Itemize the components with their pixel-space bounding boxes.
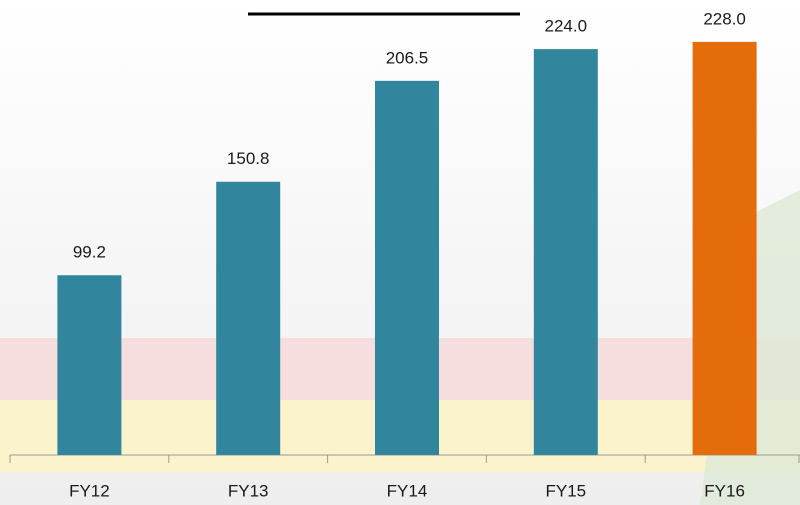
x-tick-label: FY16	[704, 481, 745, 500]
data-label: 224.0	[545, 17, 588, 36]
x-tick-label: FY12	[69, 481, 110, 500]
bar	[57, 275, 122, 455]
data-label: 150.8	[227, 149, 270, 168]
bar	[216, 181, 281, 455]
bar	[533, 49, 598, 455]
x-tick-label: FY13	[228, 481, 269, 500]
plot-area: FY12 99.2 FY13 150.8 FY14 206.5 FY15 224.0 FY16 2…	[9, 9, 800, 500]
data-label: 206.5	[386, 48, 429, 67]
bar	[692, 41, 757, 455]
bar	[375, 80, 439, 456]
data-label: 228.0	[703, 9, 746, 28]
x-tick-label: FY14	[387, 481, 428, 500]
x-tick-label: FY15	[545, 481, 586, 500]
data-label: 99.2	[73, 243, 106, 262]
